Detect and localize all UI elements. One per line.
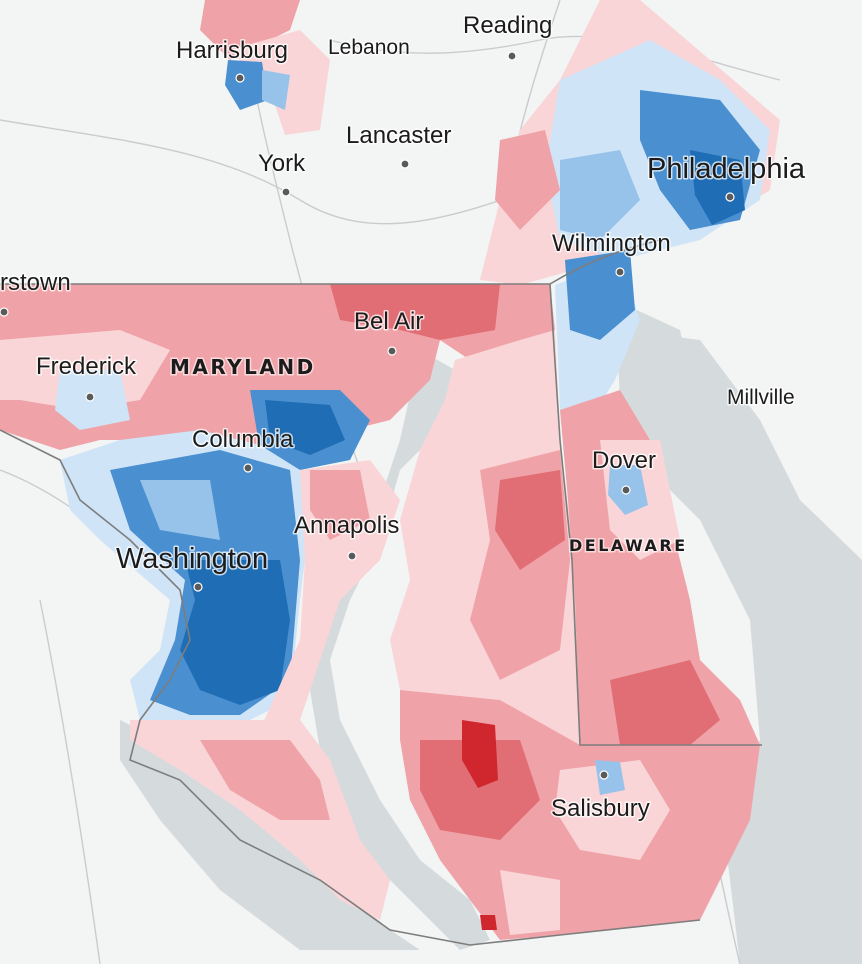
precinct-region <box>500 870 560 935</box>
precinct-region <box>200 0 300 60</box>
reading-dot <box>507 51 517 61</box>
salisbury-dot <box>599 770 609 780</box>
precinct-region <box>495 130 560 230</box>
dover-dot <box>621 485 631 495</box>
frederick-label: Frederick <box>36 353 137 380</box>
delaware-label: DELAWARE <box>569 536 688 555</box>
precinct-region <box>610 660 720 745</box>
precinct-region <box>140 480 220 540</box>
precinct-region <box>420 740 540 840</box>
dover-label: Dover <box>592 447 656 474</box>
philadelphia-label: Philadelphia <box>647 153 806 185</box>
precinct-region <box>180 560 290 705</box>
city-dots <box>0 51 735 780</box>
millville-label: Millville <box>727 386 795 409</box>
annapolis-dot <box>347 551 357 561</box>
york-label: York <box>258 150 306 177</box>
precinct-region <box>130 720 390 920</box>
reading-label: Reading <box>463 12 552 39</box>
lancaster-label: Lancaster <box>346 122 451 149</box>
pennsylvania-precincts <box>200 0 780 285</box>
precinct-region <box>225 60 268 110</box>
precinct-region <box>462 720 498 788</box>
delaware-west-border <box>549 283 762 746</box>
precinct-region <box>560 150 640 240</box>
bel-air-dot <box>387 346 397 356</box>
precinct-region <box>690 150 745 225</box>
state-borders <box>0 239 762 946</box>
philadelphia-dot <box>725 192 735 202</box>
columbia-dot <box>243 463 253 473</box>
city-labels: Harrisburg Lebanon Reading Lancaster Yor… <box>0 11 807 824</box>
hagerstown-label: rstown <box>0 269 71 296</box>
maryland-precincts <box>0 284 555 920</box>
potomac-border <box>0 429 701 946</box>
annapolis-label: Annapolis <box>294 512 399 539</box>
atlantic-ocean <box>620 330 862 964</box>
hagerstown-dot <box>0 307 9 317</box>
road <box>39 599 101 964</box>
precinct-region <box>595 760 625 795</box>
frederick-dot <box>85 392 95 402</box>
precinct-region <box>200 740 330 820</box>
washington-dot <box>193 582 203 592</box>
washington-label: Washington <box>116 543 268 575</box>
harrisburg-dot <box>235 73 245 83</box>
precinct-region <box>480 915 497 930</box>
columbia-label: Columbia <box>192 426 294 453</box>
precinct-region <box>310 470 370 540</box>
maryland-label: MARYLAND <box>170 355 316 379</box>
lebanon-label: Lebanon <box>328 36 410 59</box>
bel-air-label: Bel Air <box>354 308 423 335</box>
lancaster-dot <box>400 159 410 169</box>
york-dot <box>281 187 291 197</box>
precinct-region <box>265 400 345 455</box>
road <box>0 119 561 225</box>
precinct-region <box>260 460 400 730</box>
salisbury-label: Salisbury <box>551 795 650 822</box>
precinct-region <box>495 470 565 570</box>
precinct-region <box>555 760 670 860</box>
precinct-region <box>262 70 290 110</box>
chesapeake-bay <box>310 350 490 950</box>
wilmington-dot <box>615 267 625 277</box>
pa-de-arc <box>549 239 661 285</box>
harrisburg-label: Harrisburg <box>176 37 288 64</box>
eastern-shore-precincts <box>390 250 760 940</box>
precinct-region <box>330 284 500 340</box>
wilmington-label: Wilmington <box>552 230 671 257</box>
